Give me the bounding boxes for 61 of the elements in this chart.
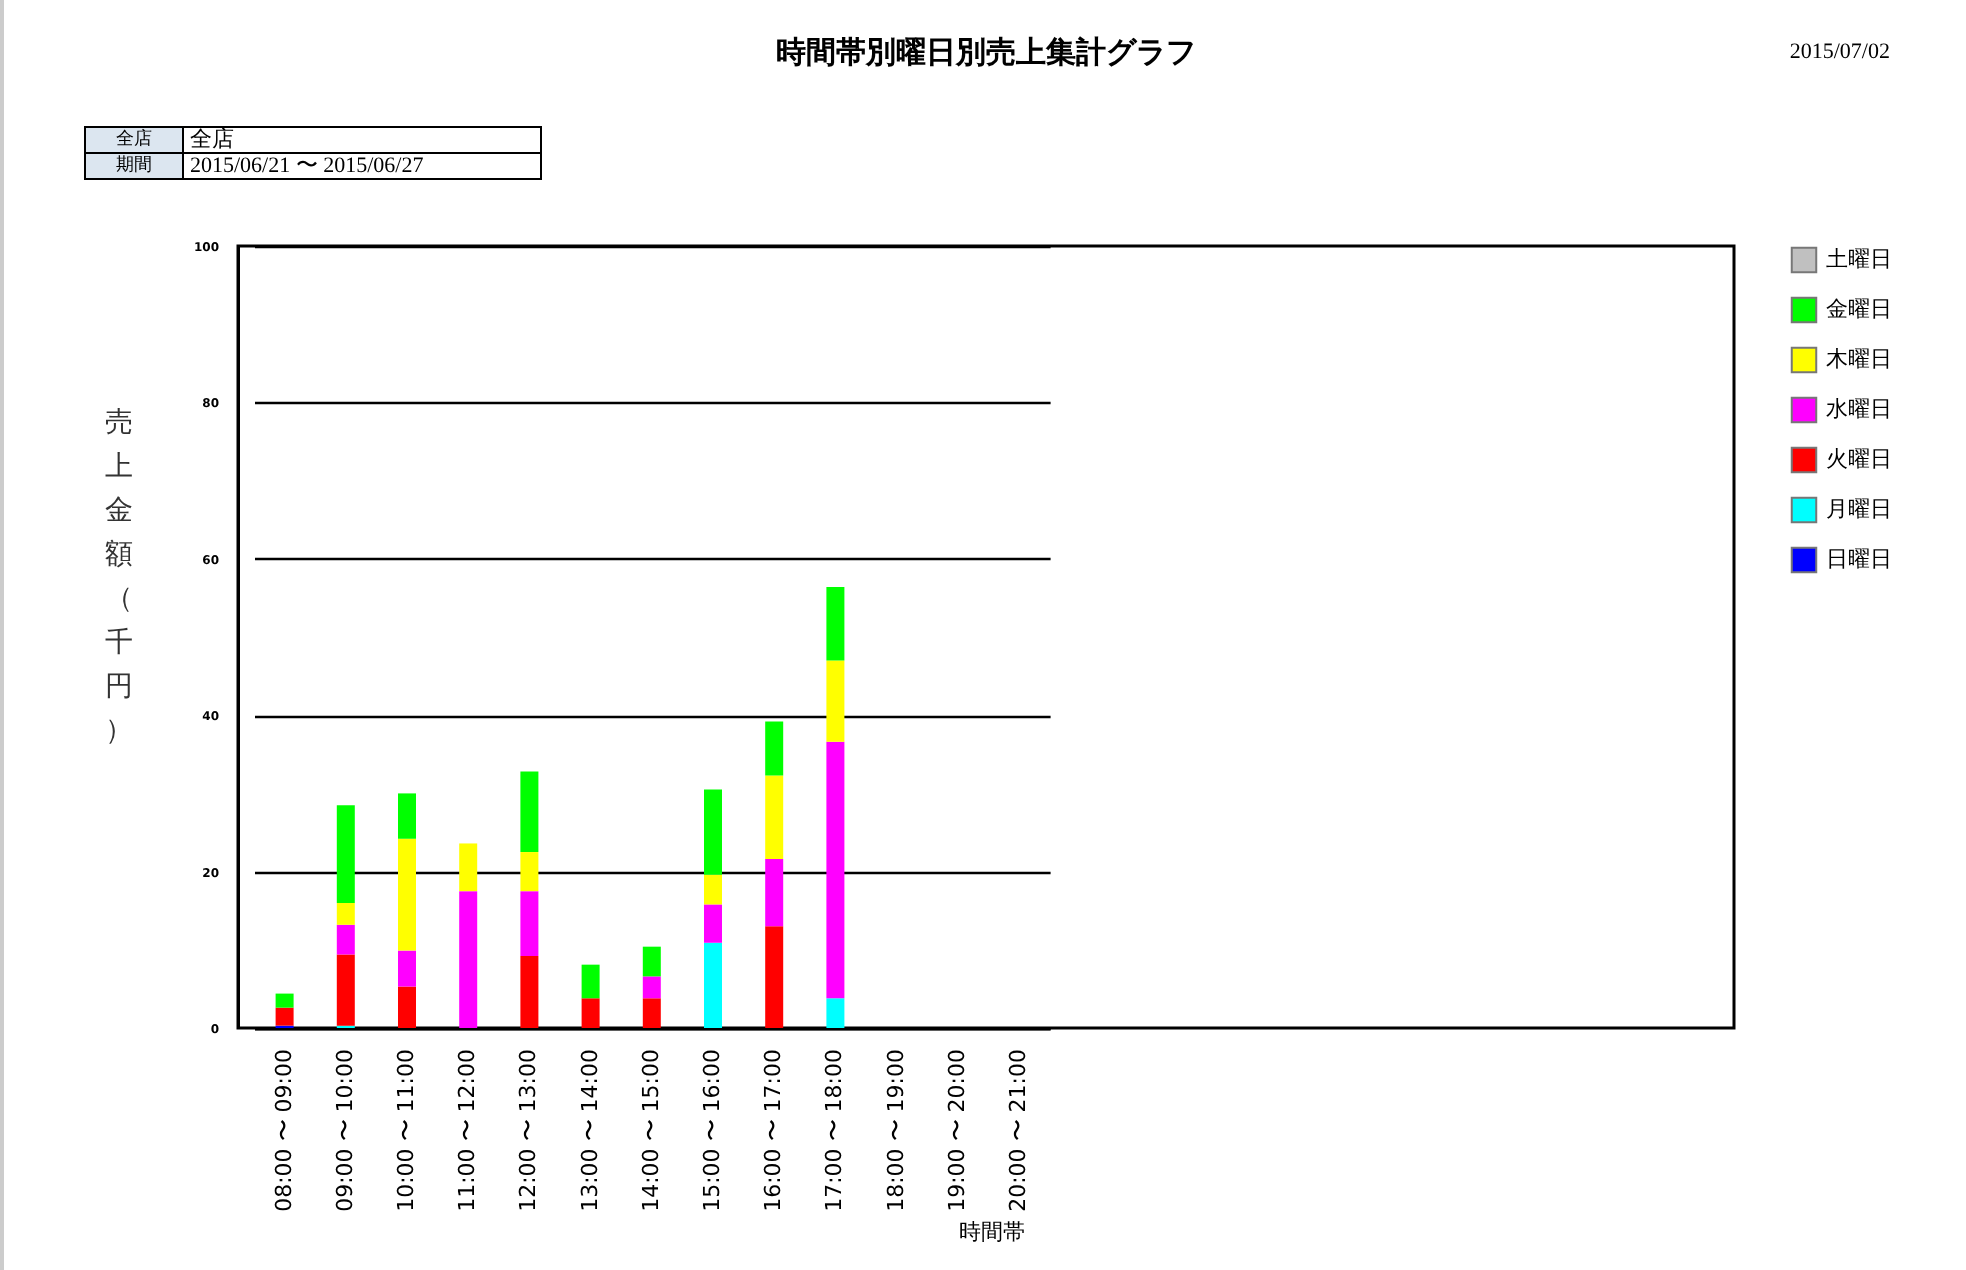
x-tick-label: 12:00 〜 13:00 [515, 1049, 542, 1212]
bar [398, 986, 416, 1028]
legend-label: 水曜日 [1826, 396, 1892, 422]
bar [704, 874, 722, 905]
bar [398, 950, 416, 987]
bar [520, 771, 539, 853]
bar [520, 956, 539, 1028]
legend-label: 火曜日 [1826, 446, 1892, 472]
legend-label: 金曜日 [1826, 296, 1892, 322]
text: 全店 [183, 127, 541, 153]
legend-label: 土曜日 [1826, 246, 1892, 272]
bar [826, 741, 845, 999]
x-tick-label: 10:00 〜 11:00 [393, 1049, 419, 1212]
bar [336, 902, 355, 925]
bar [581, 998, 600, 1028]
x-tick-label: 20:00 〜 21:00 [1005, 1049, 1031, 1212]
bar [826, 586, 845, 661]
x-tick-label: 09:00 〜 10:00 [331, 1049, 358, 1212]
bar [336, 805, 355, 903]
bar [704, 942, 722, 1028]
bar [704, 789, 722, 875]
bar [275, 993, 294, 1008]
bar [704, 904, 722, 943]
x-tick-label: 17:00 〜 18:00 [821, 1049, 848, 1212]
bar [459, 843, 478, 892]
bar [642, 946, 661, 977]
y-axis-title: 売上金額（千円） [105, 407, 133, 747]
legend-label: 日曜日 [1826, 546, 1892, 572]
bar [642, 998, 661, 1028]
bar [765, 926, 784, 1028]
bar [765, 721, 784, 776]
bar [459, 891, 478, 1028]
x-tick-label: 13:00 〜 14:00 [576, 1049, 603, 1212]
chart-title: 時間帯別曜日別売上集計グラフ [776, 34, 1196, 70]
text: 2015/07/02 [1789, 40, 1890, 64]
x-tick-label: 15:00 〜 16:00 [699, 1049, 725, 1212]
x-tick-label: 11:00 〜 12:00 [454, 1049, 481, 1212]
x-tick-label: 18:00 〜 19:00 [882, 1049, 909, 1212]
bar [398, 793, 416, 839]
bar [520, 891, 539, 957]
text: 全店 [85, 127, 183, 153]
legend-label: 月曜日 [1826, 496, 1892, 522]
legend-label: 木曜日 [1826, 346, 1892, 372]
bar [336, 924, 355, 955]
x-tick-label: 16:00 〜 17:00 [760, 1049, 787, 1212]
bar [826, 660, 845, 742]
x-axis-title: 時間帯 [959, 1219, 1025, 1245]
text: 期間 [85, 153, 183, 179]
x-tick-label: 08:00 〜 09:00 [270, 1049, 297, 1212]
bar [581, 964, 600, 999]
bar [826, 998, 845, 1028]
text: 2015/06/21 〜 2015/06/27 [183, 153, 541, 179]
x-tick-label: 19:00 〜 20:00 [943, 1049, 970, 1212]
bar [520, 852, 539, 892]
bar [765, 859, 784, 927]
bar [765, 775, 784, 860]
bar [336, 954, 355, 1026]
bar [642, 976, 661, 999]
bar [398, 838, 416, 951]
bar [275, 1007, 294, 1026]
x-tick-label: 14:00 〜 15:00 [637, 1049, 664, 1212]
